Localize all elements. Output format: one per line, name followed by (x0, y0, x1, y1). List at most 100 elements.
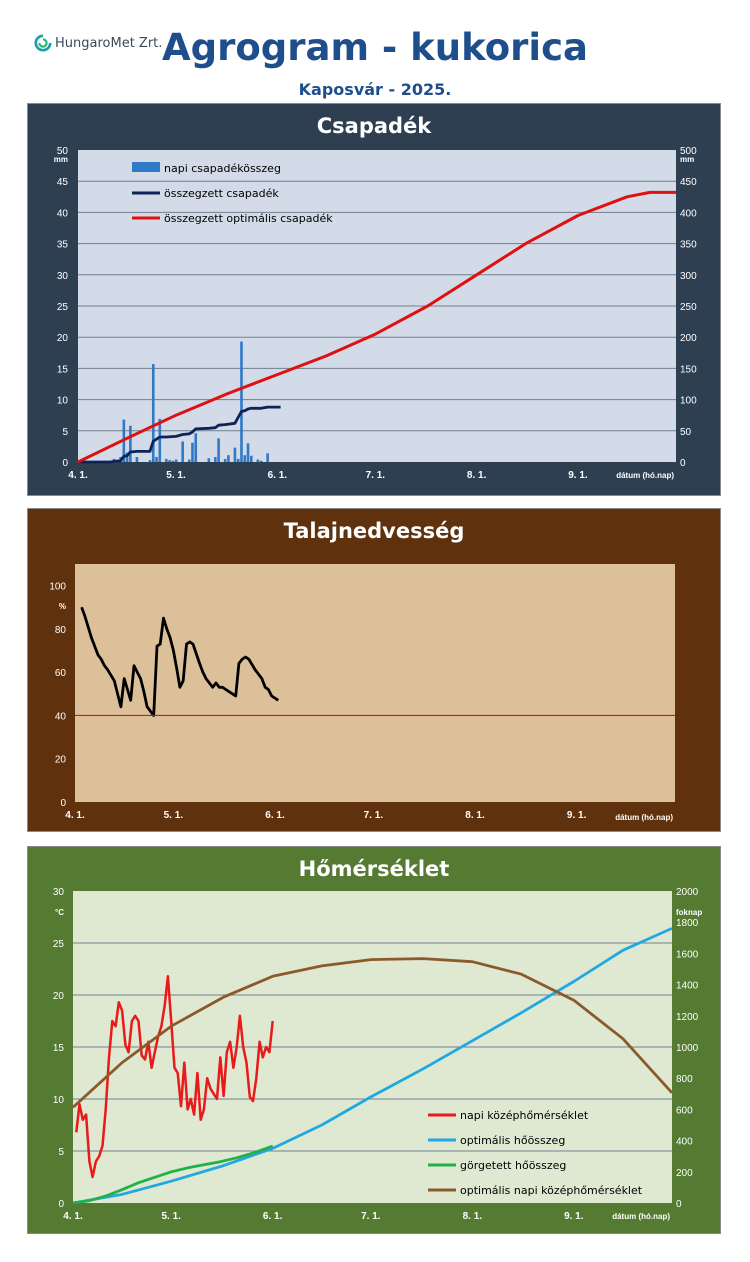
y-left-tick-label: 15 (53, 1043, 65, 1054)
precip-bar (223, 458, 227, 462)
y-right-tick-label: 1000 (676, 1043, 699, 1054)
precip-bar (151, 364, 155, 462)
precip-bar (171, 460, 175, 462)
precip-bar (236, 458, 240, 462)
y-left-tick-label: 25 (57, 302, 69, 313)
y-right-tick-label: 800 (676, 1074, 693, 1085)
y-left-tick-label: 25 (53, 939, 65, 950)
legend-label: görgetett hőösszeg (460, 1159, 566, 1172)
y-left-tick-label: 50 (57, 146, 69, 157)
y-left-tick-label: 45 (57, 177, 69, 188)
legend-label: összegzett csapadék (164, 187, 279, 200)
precip-bar (148, 460, 152, 462)
y-left-tick-label: 5 (62, 427, 68, 438)
precip-bar (207, 458, 211, 462)
y-left-tick-label: 0 (62, 458, 68, 469)
y-right-tick-label: 150 (680, 364, 697, 375)
precip-bar (243, 455, 247, 462)
precip-bar (217, 438, 220, 462)
x-tick-label: 4. 1. (68, 470, 88, 481)
x-tick-label: 6. 1. (263, 1211, 283, 1222)
y-left-tick-label: 100 (49, 582, 66, 593)
x-tick-label: 5. 1. (164, 810, 184, 821)
legend-label: összegzett optimális csapadék (164, 212, 333, 225)
x-tick-label: 7. 1. (361, 1211, 381, 1222)
y-left-tick-label: 0 (58, 1199, 64, 1210)
x-tick-label: 7. 1. (366, 470, 386, 481)
logo-text: HungaroMet Zrt. (55, 35, 163, 51)
soil-moisture-chart: 0 20 40 60 80 100% 4. 1. 5. 1. 6. 1. 7. 1. 8. 1. 9.… (49, 564, 675, 822)
precip-bar (165, 458, 168, 462)
y-left-unit: °C (55, 908, 64, 917)
hungaromet-logo: HungaroMet Zrt. (34, 34, 162, 52)
legend-swatch (132, 162, 160, 172)
y-left-tick-label: 30 (57, 271, 69, 282)
y-right-tick-label: 400 (680, 208, 697, 219)
y-left-tick-label: 60 (55, 668, 67, 679)
precip-bar (256, 459, 260, 462)
legend-label: optimális napi középhőmérséklet (460, 1184, 643, 1197)
x-tick-label: 6. 1. (265, 810, 285, 821)
soil-moisture-line (80, 606, 280, 717)
x-tick-label: 9. 1. (568, 470, 588, 481)
y-right-tick-label: 1800 (676, 918, 699, 929)
y-right-unit: foknap (676, 908, 702, 917)
y-left-tick-label: 15 (57, 364, 69, 375)
logo-swirl-icon (34, 34, 52, 52)
precip-bar (174, 459, 178, 462)
y-right-tick-label: 450 (680, 177, 697, 188)
temperature-panel: Hőmérséklet 0 5 10 15 20 25 30 °C 0 200 400 600 800 1… (27, 846, 721, 1234)
napi-középhőmérséklet-line (75, 975, 274, 1179)
precip-bar (194, 433, 198, 462)
y-left-tick-label: 20 (57, 333, 69, 344)
x-tick-label: 5. 1. (161, 1211, 181, 1222)
precip-bar (246, 443, 250, 462)
összegzett-csapadék-line (78, 405, 281, 464)
x-tick-label: 8. 1. (465, 810, 485, 821)
optimális-hőösszeg-line (72, 927, 673, 1205)
precip-bar (266, 453, 269, 462)
precipitation-chart: 05101520253035404550mm050100150200250300… (54, 146, 697, 481)
y-right-tick-label: 50 (680, 427, 692, 438)
precip-bar (125, 452, 129, 462)
y-left-tick-label: 0 (60, 798, 66, 809)
y-right-unit: mm (680, 155, 694, 164)
y-left-tick-label: 40 (55, 711, 67, 722)
x-tick-label: 5. 1. (166, 470, 186, 481)
y-right-tick-label: 300 (680, 271, 697, 282)
optimális-napi-középhőmérséklet-line (72, 957, 674, 1109)
y-right-tick-label: 500 (680, 146, 697, 157)
y-right-tick-label: 0 (680, 458, 686, 469)
page-title: Agrogram - kukorica (162, 26, 588, 69)
precip-bar (158, 418, 162, 462)
precip-bar (181, 441, 184, 462)
y-left-unit: % (59, 602, 66, 611)
y-left-tick-label: 80 (55, 625, 67, 636)
y-right-tick-label: 200 (676, 1168, 693, 1179)
precip-bar (191, 442, 194, 462)
precip-bar (135, 457, 139, 462)
x-axis-label: dátum (hó.nap) (612, 1212, 670, 1221)
y-left-tick-label: 5 (58, 1147, 64, 1158)
x-axis-label: dátum (hó.nap) (616, 471, 674, 480)
precip-bar (259, 460, 263, 462)
legend-label: napi csapadékösszeg (164, 162, 281, 175)
y-right-tick-label: 600 (676, 1105, 693, 1116)
y-right-tick-label: 0 (676, 1199, 682, 1210)
y-right-tick-label: 2000 (676, 887, 699, 898)
y-right-tick-label: 1200 (676, 1012, 699, 1023)
y-right-tick-label: 400 (676, 1137, 693, 1148)
y-left-tick-label: 10 (57, 396, 69, 407)
precipitation-chart-title: Csapadék (316, 114, 432, 138)
precip-bar (129, 425, 132, 462)
y-right-tick-label: 100 (680, 396, 697, 407)
plot-area (75, 564, 675, 802)
x-tick-label: 4. 1. (63, 1211, 83, 1222)
y-left-tick-label: 20 (53, 991, 65, 1002)
legend-label: optimális hőösszeg (460, 1134, 565, 1147)
y-right-tick-label: 350 (680, 240, 697, 251)
precip-bar (187, 459, 191, 462)
y-left-tick-label: 20 (55, 755, 67, 766)
y-left-tick-label: 40 (57, 208, 69, 219)
x-tick-label: 6. 1. (268, 470, 288, 481)
